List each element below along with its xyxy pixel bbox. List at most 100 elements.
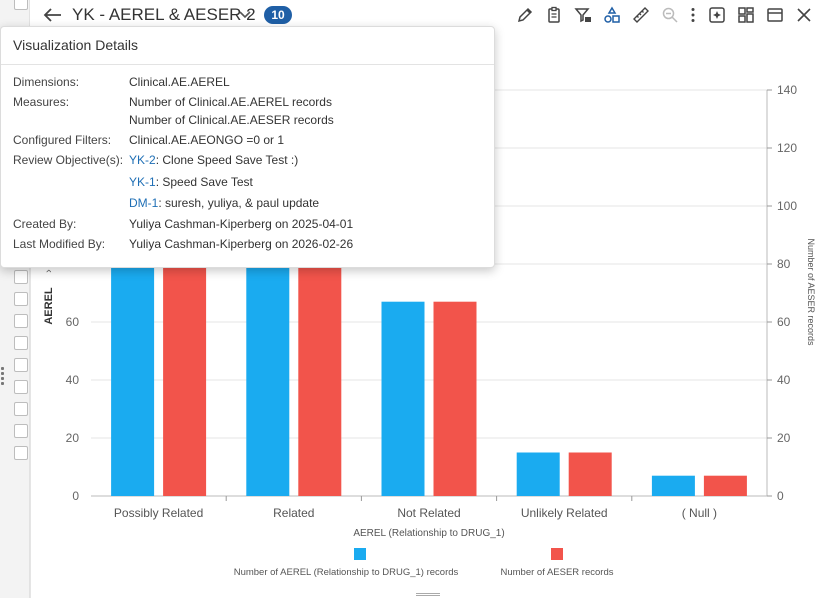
x-tick-label: ( Null ) — [682, 506, 717, 520]
list-checkbox[interactable] — [14, 424, 28, 438]
more-options-button[interactable] — [684, 4, 702, 26]
list-checkbox[interactable] — [14, 0, 28, 10]
details-toggle-button[interactable] — [236, 6, 254, 24]
shapes-button[interactable] — [597, 4, 626, 26]
measure-button[interactable] — [626, 4, 655, 26]
pencil-icon — [517, 7, 532, 23]
objective-link[interactable]: YK-2 — [129, 153, 156, 167]
x-tick-label: Not Related — [397, 506, 460, 520]
x-axis-label: AEREL (Relationship to DRUG_1) — [353, 528, 504, 539]
objective-text: : Clone Speed Save Test :) — [155, 153, 299, 167]
filter-button[interactable] — [568, 4, 597, 26]
bar — [568, 452, 612, 496]
shapes-icon — [603, 6, 620, 23]
right-tick-label: 40 — [777, 373, 791, 387]
notes-button[interactable] — [539, 4, 568, 26]
right-tick-label: 20 — [777, 431, 791, 445]
objective-item: DM-1: suresh, yuliya, & paul update — [129, 196, 319, 210]
edit-button[interactable] — [510, 4, 539, 26]
x-tick-label: Related — [273, 506, 314, 520]
created-by-label: Created By: — [13, 217, 77, 231]
drag-handle-icon[interactable] — [1, 365, 7, 393]
list-checkbox[interactable] — [14, 358, 28, 372]
right-axis-label: Number of AESER records — [806, 238, 816, 346]
right-tick-label: 120 — [777, 141, 797, 155]
layout-button[interactable] — [731, 4, 760, 26]
bar — [163, 264, 207, 496]
objective-item: YK-2: Clone Speed Save Test :) — [129, 153, 298, 167]
measures-value-1: Number of Clinical.AE.AEREL records — [129, 95, 332, 109]
toolbar — [510, 4, 818, 26]
more-vert-icon — [691, 8, 695, 22]
filters-label: Configured Filters: — [13, 133, 112, 147]
filters-value: Clinical.AE.AEONGO =0 or 1 — [129, 133, 285, 147]
x-tick-label: Unlikely Related — [521, 506, 608, 520]
visualization-header: YK - AEREL & AESER 2 10 — [30, 0, 824, 30]
list-checkbox[interactable] — [14, 270, 28, 284]
legend-label: Number of AESER records — [501, 567, 614, 578]
bar — [381, 301, 425, 496]
visualization-details-popover: Visualization Details Dimensions: Clinic… — [0, 26, 495, 268]
chevron-down-icon — [239, 11, 251, 19]
clipboard-icon — [547, 6, 560, 23]
list-checkbox[interactable] — [14, 314, 28, 328]
dimensions-label: Dimensions: — [13, 75, 80, 89]
left-axis-chevron-icon: › — [43, 269, 55, 273]
filter-settings-icon — [573, 8, 591, 23]
x-tick-label: Possibly Related — [114, 506, 203, 520]
right-tick-label: 0 — [777, 489, 784, 503]
objectives-label: Review Objective(s): — [13, 153, 124, 167]
list-checkbox[interactable] — [14, 380, 28, 394]
created-by-value: Yuliya Cashman-Kiperberg on 2025-04-01 — [129, 217, 354, 231]
legend-label: Number of AEREL (Relationship to DRUG_1)… — [234, 567, 459, 578]
left-tick-label: 40 — [66, 373, 80, 387]
list-checkbox[interactable] — [14, 292, 28, 306]
window-mode-button[interactable] — [760, 4, 789, 26]
popover-title: Visualization Details — [1, 27, 494, 65]
left-axis-label: AEREL — [43, 287, 55, 325]
ruler-icon — [632, 7, 649, 23]
back-button[interactable] — [40, 4, 64, 26]
visualization-title: YK - AEREL & AESER 2 — [72, 5, 256, 24]
bar-chart: 0 20 40 60 80 100 120 140 0 20 40 60 Possibly Relate… — [43, 83, 816, 578]
zoom-out-button[interactable] — [655, 4, 684, 26]
list-checkbox[interactable] — [14, 336, 28, 350]
layout-icon — [737, 7, 754, 23]
bar — [703, 475, 747, 496]
objective-link[interactable]: YK-1 — [129, 175, 156, 189]
left-tick-label: 20 — [66, 431, 80, 445]
bar — [516, 452, 560, 496]
close-icon — [796, 8, 811, 22]
close-button[interactable] — [789, 4, 818, 26]
legend-swatch — [551, 548, 563, 560]
left-tick-label: 0 — [72, 489, 79, 503]
objective-item: YK-1: Speed Save Test — [129, 175, 253, 189]
ai-settings-button[interactable] — [702, 4, 731, 26]
bar — [298, 264, 342, 496]
count-badge[interactable]: 10 — [264, 6, 292, 24]
bar — [246, 264, 290, 496]
window-icon — [766, 8, 783, 22]
list-checkbox[interactable] — [14, 446, 28, 460]
modified-by-value: Yuliya Cashman-Kiperberg on 2026-02-26 — [129, 237, 354, 251]
right-tick-label: 60 — [777, 315, 791, 329]
zoom-out-icon — [662, 7, 678, 23]
measures-label: Measures: — [13, 95, 70, 109]
bar — [111, 264, 155, 496]
modified-by-label: Last Modified By: — [13, 237, 106, 251]
left-tick-label: 60 — [66, 315, 80, 329]
sparkle-settings-icon — [708, 7, 725, 23]
right-tick-label: 100 — [777, 199, 797, 213]
legend-swatch — [354, 548, 366, 560]
resize-handle[interactable] — [416, 592, 440, 596]
right-tick-label: 80 — [777, 257, 791, 271]
dimensions-value: Clinical.AE.AEREL — [129, 75, 230, 89]
objective-text: : Speed Save Test — [155, 175, 253, 189]
right-tick-label: 140 — [777, 83, 797, 97]
list-checkbox[interactable] — [14, 402, 28, 416]
objective-link[interactable]: DM-1 — [129, 196, 159, 210]
objective-text: : suresh, yuliya, & paul update — [158, 196, 320, 210]
bar — [651, 475, 695, 496]
measures-value-2: Number of Clinical.AE.AESER records — [129, 113, 334, 127]
